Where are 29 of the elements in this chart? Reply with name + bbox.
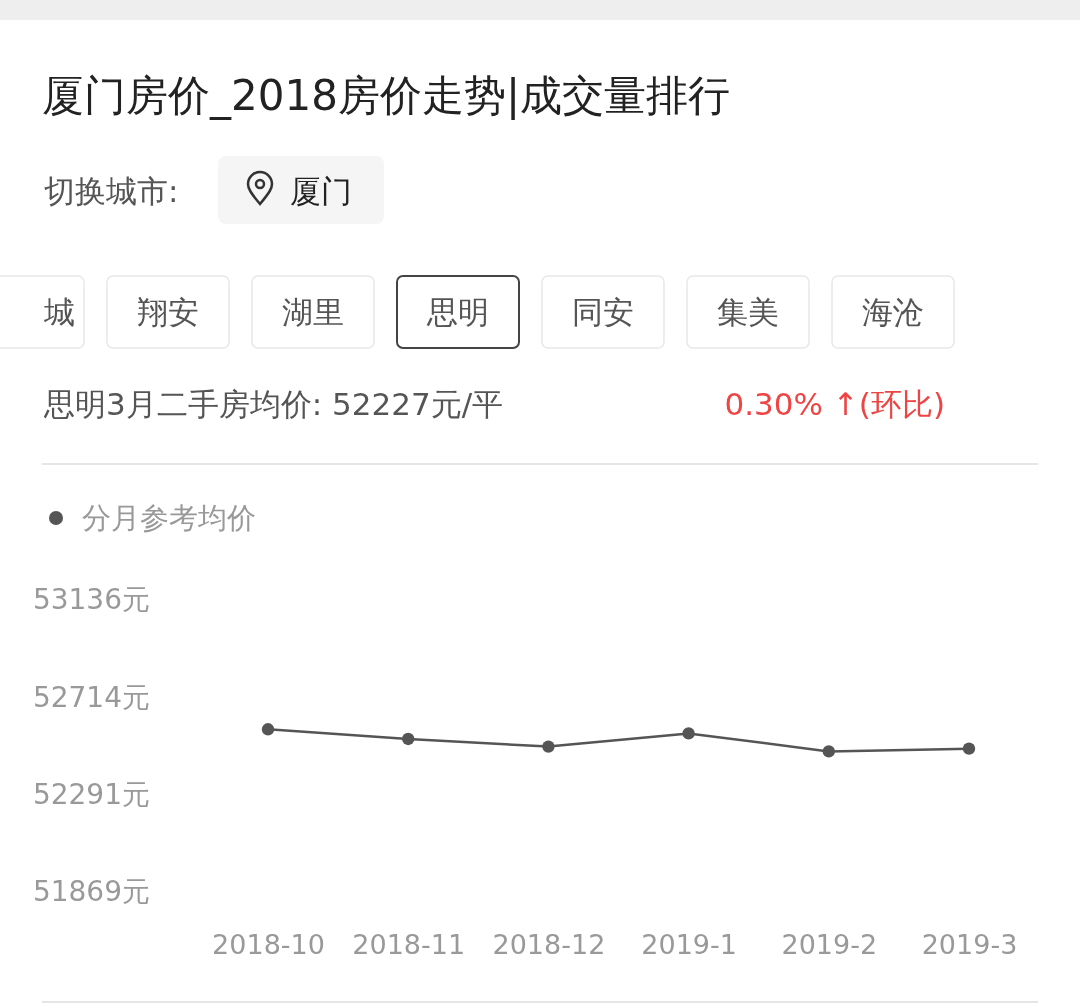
- x-tick-label: 2018-11: [352, 929, 466, 961]
- y-tick-label: 52291元: [32, 778, 150, 812]
- point: [682, 727, 695, 740]
- point: [261, 723, 275, 736]
- x-tick-label: 2019-3: [921, 929, 1018, 961]
- text: 翔安: [137, 294, 199, 330]
- text: 思明: [426, 294, 489, 330]
- point: [962, 742, 976, 755]
- x-tick-label: 2019-1: [641, 929, 737, 961]
- y-tick-label: 51869元: [32, 875, 150, 909]
- point: [822, 745, 835, 758]
- text: 湖里: [282, 294, 344, 330]
- x-tick-label: 2019-2: [781, 929, 878, 961]
- text: 0.30% ↑(环比): [724, 386, 945, 422]
- legend-label: 分月参考均价: [82, 501, 256, 535]
- x-tick-label: 2018-10: [212, 929, 325, 961]
- text: 厦门: [290, 173, 352, 209]
- text: 思明3月二手房均价: 52227元/平: [43, 386, 504, 422]
- text: 城: [43, 294, 75, 330]
- text: 海沧: [862, 294, 924, 330]
- y-tick-label: 53136元: [32, 583, 150, 617]
- x-tick-label: 2018-12: [492, 929, 606, 961]
- chart-title: 厦门房价_2018房价走势|成交量排行: [42, 71, 731, 120]
- point: [402, 732, 415, 746]
- text: 切换城市:: [44, 173, 179, 209]
- y-tick-label: 52714元: [32, 680, 150, 714]
- point: [542, 740, 555, 753]
- text: 集美: [717, 294, 779, 330]
- text: 同安: [572, 294, 634, 330]
